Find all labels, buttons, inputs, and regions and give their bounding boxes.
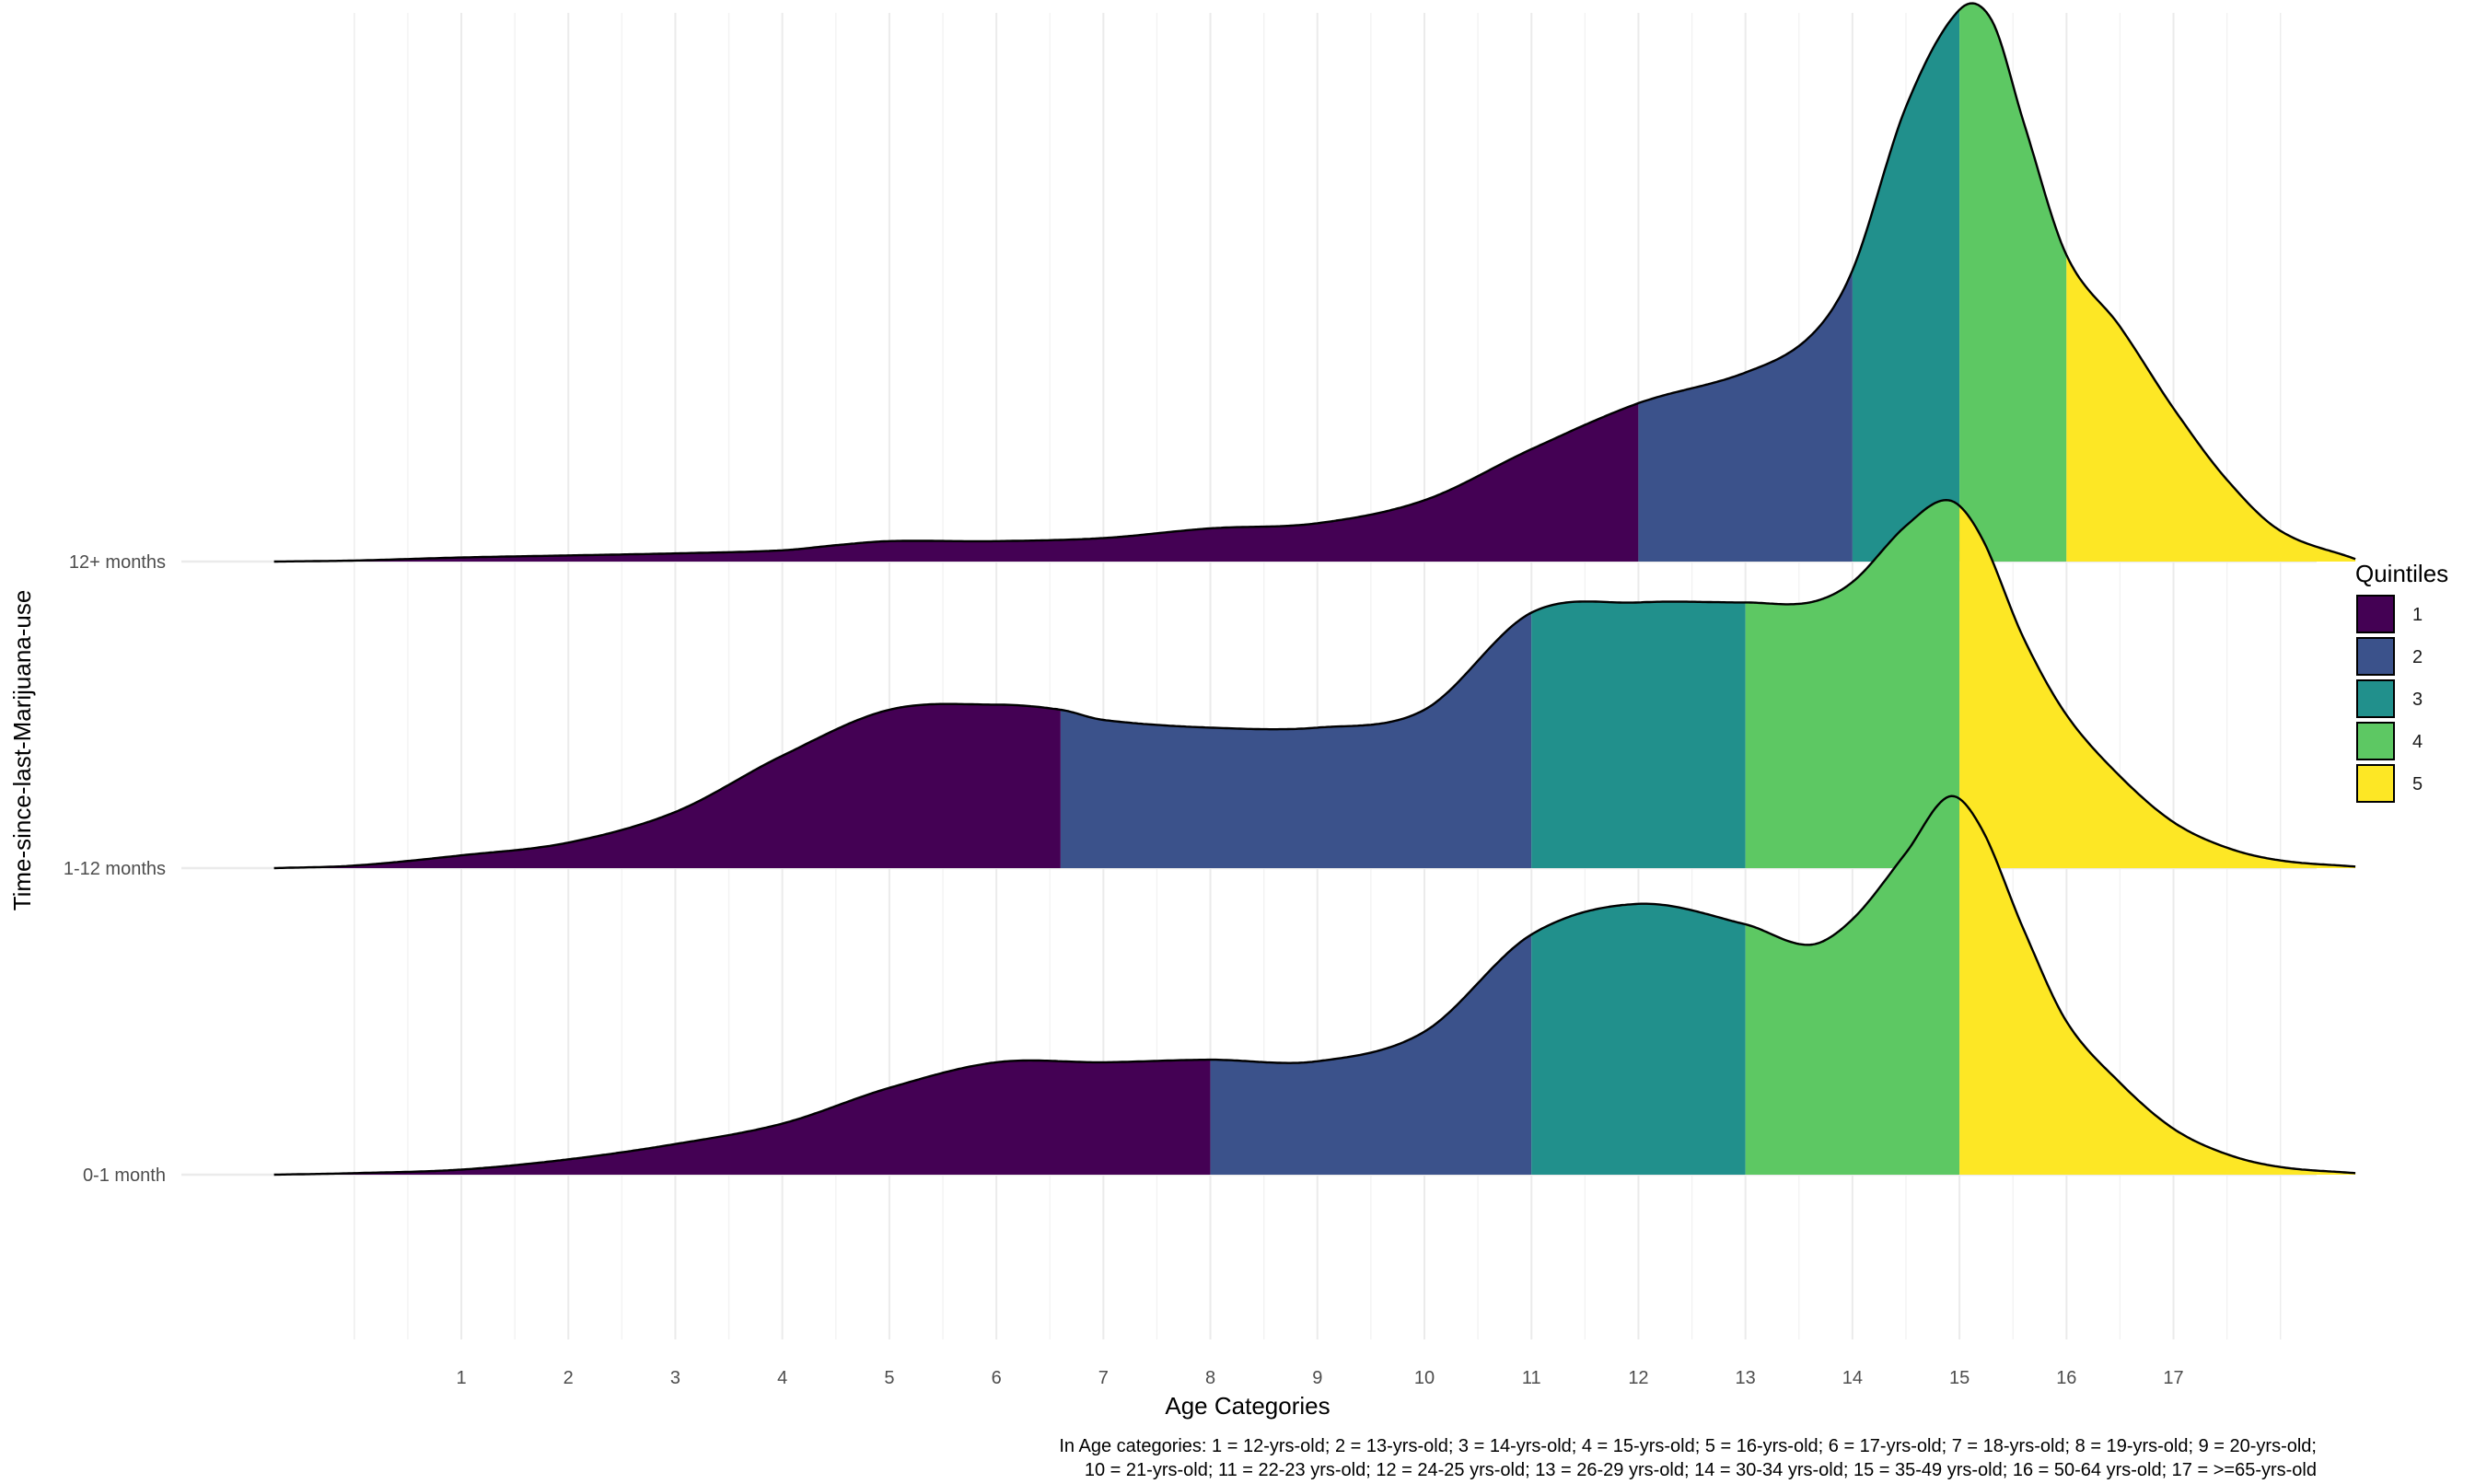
y-axis-title: Time-since-last-Marijuana-use (8, 590, 36, 911)
y-axis-ticks: 0-1 month 1-12 months 12+ months (64, 552, 166, 1186)
quintile-1-area (273, 1060, 1211, 1175)
x-tick-label: 12 (1628, 1368, 1648, 1388)
quintile-2-area (1638, 270, 1853, 562)
quintile-4-area (1745, 500, 1960, 868)
x-tick-label: 10 (1414, 1368, 1435, 1388)
quintile-1-area (273, 402, 1639, 562)
x-tick-label: 16 (2056, 1368, 2076, 1388)
x-tick-label: 1 (456, 1368, 466, 1388)
caption-line-1: In Age categories: 1 = 12-yrs-old; 2 = 1… (1059, 1436, 2317, 1456)
quintile-5-area (2066, 255, 2356, 562)
quintile-2-area (1210, 934, 1532, 1175)
ridges (273, 2, 2356, 1177)
legend-swatch-5 (2356, 764, 2395, 803)
y-tick-label: 1-12 months (64, 859, 166, 879)
x-tick-label: 8 (1205, 1368, 1215, 1388)
quintile-2-area (1060, 612, 1532, 868)
x-tick-label: 2 (564, 1368, 574, 1388)
legend-swatch-1 (2356, 595, 2395, 633)
quintile-5-area (1959, 505, 2356, 868)
density-outline (273, 499, 2356, 870)
y-tick-label: 0-1 month (83, 1165, 166, 1186)
quintile-5-area (1959, 798, 2356, 1175)
x-tick-label: 11 (1522, 1368, 1541, 1388)
quintile-4-area (1959, 3, 2067, 562)
density-outline (273, 2, 2356, 563)
ridge-0-1-month (273, 794, 2356, 1177)
x-tick-label: 9 (1312, 1368, 1322, 1388)
quintile-3-area (1531, 601, 1746, 868)
legend-swatch-3 (2356, 679, 2395, 718)
legend-label-3: 3 (2412, 690, 2423, 710)
legend-swatch-4 (2356, 722, 2395, 760)
legend-label-5: 5 (2412, 774, 2423, 794)
x-axis-ticks: 1 2 3 4 5 6 7 8 9 10 11 12 13 14 15 16 17 (456, 1368, 2183, 1388)
caption-line-2: 10 = 21-yrs-old; 11 = 22-23 yrs-old; 12 … (1085, 1460, 2317, 1480)
legend: Quintiles 1 2 3 4 5 (2355, 560, 2448, 803)
x-tick-label: 13 (1736, 1368, 1756, 1388)
legend-label-2: 2 (2412, 647, 2423, 667)
x-tick-label: 6 (992, 1368, 1002, 1388)
legend-label-4: 4 (2412, 732, 2423, 752)
x-tick-label: 3 (670, 1368, 680, 1388)
x-tick-label: 7 (1098, 1368, 1109, 1388)
legend-label-1: 1 (2412, 605, 2423, 625)
ridge-1-12-months (273, 499, 2356, 870)
quintile-4-area (1745, 795, 1960, 1175)
density-outline (273, 794, 2356, 1177)
x-tick-label: 15 (1949, 1368, 1970, 1388)
legend-swatch-2 (2356, 637, 2395, 676)
x-tick-label: 4 (777, 1368, 787, 1388)
x-tick-label: 14 (1842, 1368, 1863, 1388)
quintile-3-area (1852, 9, 1960, 562)
legend-title: Quintiles (2355, 560, 2448, 587)
x-axis-title: Age Categories (1165, 1392, 1330, 1420)
x-tick-label: 5 (884, 1368, 894, 1388)
quintile-3-area (1531, 903, 1746, 1175)
x-tick-label: 17 (2163, 1368, 2183, 1388)
y-tick-label: 12+ months (69, 552, 166, 573)
ridge-12-months (273, 2, 2356, 563)
quintile-1-area (273, 703, 1061, 868)
